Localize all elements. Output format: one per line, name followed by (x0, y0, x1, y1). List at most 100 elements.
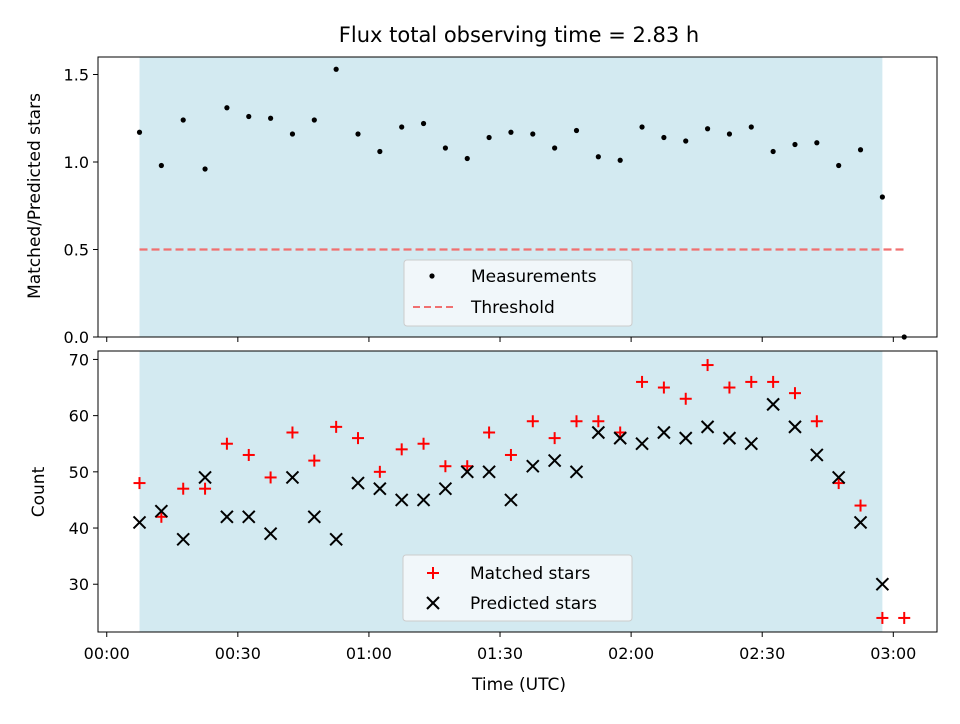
measurement-point (420, 120, 427, 127)
measurement-point (136, 129, 143, 135)
count-series (132, 359, 911, 624)
measurement-point (704, 126, 711, 132)
predicted-star-point (394, 493, 409, 507)
ratio-y-ticks: 0.0 0.5 1.0 1.5 (64, 66, 98, 347)
matched-star-point (373, 465, 386, 478)
x-tick-label: 01:30 (477, 644, 523, 663)
chart-title: Flux total observing time = 2.83 h (339, 23, 699, 47)
x-axis-label: Time (UTC) (471, 675, 566, 695)
count-y-tick-label: 30 (69, 575, 89, 594)
measurement-point (333, 66, 339, 72)
matched-star-point (614, 426, 627, 439)
matched-star-point (723, 381, 736, 394)
predicted-star-point (285, 470, 300, 485)
predicted-star-point (176, 532, 190, 546)
measurement-point (224, 105, 230, 111)
legend-threshold-label: Threshold (470, 298, 555, 318)
x-tick-label: 01:00 (346, 644, 392, 663)
matched-star-point (242, 448, 255, 461)
predicted-star-point (853, 515, 868, 530)
predicted-star-point (482, 465, 496, 479)
x-tick-label: 00:00 (84, 644, 130, 663)
measurement-point (508, 129, 514, 135)
ratio-x-ticks (106, 337, 894, 342)
matched-star-point (701, 359, 714, 372)
predicted-star-point (722, 431, 737, 445)
count-legend-box (402, 554, 633, 622)
predicted-star-point (438, 481, 453, 496)
ratio-y-tick-label: 1.5 (64, 66, 89, 85)
predicted-star-point (788, 420, 802, 434)
predicted-star-point (351, 476, 365, 490)
count-panel: 30 40 50 60 70 00:00 00:30 01:00 01:30 02:00 02:3… (29, 350, 938, 695)
matched-star-point (330, 420, 343, 433)
measurement-point (770, 148, 776, 155)
measurement-point (158, 162, 164, 169)
ratio-panel: 0.0 0.5 1.0 1.5 Flux total observing time =… (25, 23, 938, 347)
measurement-point (792, 141, 798, 148)
matched-star-point (199, 482, 212, 495)
matched-star-point (788, 387, 801, 400)
legend-measurements-label: Measurements (471, 267, 597, 287)
matched-star-point (504, 448, 517, 461)
matched-star-point (810, 415, 823, 428)
ratio-y-tick-label: 1.0 (64, 153, 89, 172)
legend-matched-label: Matched stars (470, 564, 590, 584)
matched-star-point (286, 426, 299, 439)
matched-star-point (679, 392, 692, 405)
matched-star-point (832, 477, 845, 490)
matched-star-point (155, 510, 168, 523)
measurement-point (573, 127, 580, 134)
measurement-point (442, 145, 448, 151)
predicted-star-point (154, 504, 169, 518)
measurement-point (486, 134, 492, 141)
matched-star-point (898, 611, 911, 624)
x-tick-label: 00:30 (215, 644, 261, 663)
count-y-tick-label: 70 (69, 350, 89, 369)
count-y-axis-label: Count (29, 466, 49, 517)
legend-predicted-label: Predicted stars (470, 594, 597, 614)
measurement-point (639, 124, 645, 130)
measurement-point (595, 154, 601, 160)
matched-star-point (570, 415, 583, 428)
ratio-legend: Measurements Threshold (403, 259, 633, 327)
predicted-star-point (875, 577, 890, 591)
measurement-point (530, 131, 536, 137)
predicted-star-point (504, 493, 518, 507)
x-tick-label: 02:00 (608, 644, 654, 663)
measurement-point (879, 194, 885, 200)
matched-star-point (548, 432, 561, 445)
matched-star-point (352, 432, 365, 445)
measurement-point (726, 131, 733, 137)
predicted-star-point (635, 437, 649, 451)
measurement-point (857, 147, 864, 153)
predicted-star-point (526, 459, 540, 473)
matched-star-point (461, 460, 474, 473)
predicted-star-point (657, 425, 671, 440)
measurement-point (399, 124, 405, 130)
matched-star-point (308, 454, 321, 467)
measurement-point (748, 124, 754, 130)
measurement-point (246, 113, 252, 120)
predicted-star-point (831, 470, 846, 485)
ratio-series (136, 66, 907, 340)
matched-star-point (526, 415, 539, 428)
predicted-star-point (744, 437, 758, 451)
matched-star-point (636, 375, 649, 388)
predicted-star-point (220, 510, 234, 524)
predicted-star-point (591, 425, 606, 440)
legend-measurements-marker (429, 273, 435, 279)
count-y-tick-label: 50 (69, 463, 89, 482)
measurement-point (289, 131, 296, 137)
matched-star-point (876, 611, 889, 624)
count-panel-frame (97, 350, 938, 633)
count-x-ticks: 00:00 00:30 01:00 01:30 02:00 02:30 03:00 (84, 632, 916, 663)
predicted-star-point (569, 465, 584, 479)
measurement-point (377, 148, 383, 155)
ratio-y-tick-label: 0.0 (64, 328, 89, 347)
predicted-star-point (810, 448, 824, 462)
predicted-star-point (613, 431, 627, 445)
count-y-tick-label: 60 (69, 407, 89, 426)
